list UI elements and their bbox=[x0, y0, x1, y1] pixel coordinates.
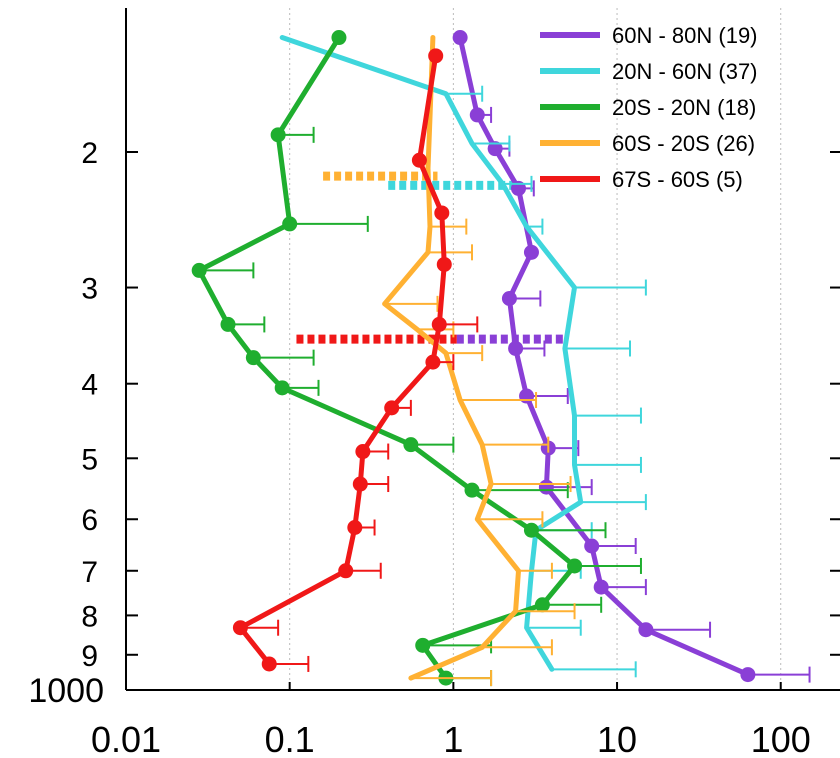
legend-label: 60N - 80N (19) bbox=[612, 23, 758, 48]
y-tick-label: 4 bbox=[81, 369, 98, 402]
data-point bbox=[425, 354, 441, 370]
series-1 bbox=[452, 30, 811, 683]
data-point bbox=[434, 205, 450, 221]
data-point bbox=[501, 290, 517, 306]
data-point bbox=[740, 667, 756, 683]
data-point bbox=[638, 622, 654, 638]
data-point bbox=[270, 127, 286, 143]
data-point bbox=[352, 476, 368, 492]
data-point bbox=[436, 256, 452, 272]
data-point bbox=[232, 620, 248, 636]
legend-label: 60S - 20S (26) bbox=[612, 131, 755, 156]
legend: 60N - 80N (19) 20N - 60N (37) 20S - 20N (1… bbox=[540, 23, 758, 192]
data-point bbox=[464, 482, 480, 498]
series-line bbox=[196, 35, 577, 681]
x-tick-label: 10 bbox=[597, 719, 637, 758]
data-point bbox=[538, 479, 554, 495]
series-line bbox=[382, 35, 521, 681]
y-tick-label: 8 bbox=[81, 600, 98, 633]
data-point bbox=[403, 437, 419, 453]
data-point bbox=[452, 30, 468, 46]
data-point bbox=[584, 538, 600, 554]
series-4 bbox=[382, 35, 576, 687]
data-point bbox=[355, 444, 371, 460]
data-point bbox=[523, 522, 539, 538]
data-point bbox=[274, 380, 290, 396]
x-tick-label: 0.01 bbox=[91, 719, 161, 758]
data-point bbox=[338, 563, 354, 579]
series-3 bbox=[191, 30, 642, 687]
data-point bbox=[534, 597, 550, 613]
data-point bbox=[415, 637, 431, 653]
data-point bbox=[347, 519, 363, 535]
data-point bbox=[567, 558, 583, 574]
data-point bbox=[245, 350, 261, 366]
series-5 bbox=[232, 48, 479, 672]
data-point bbox=[593, 579, 609, 595]
y-tick-label: 6 bbox=[81, 504, 98, 537]
y-tick-label: 5 bbox=[81, 443, 98, 476]
legend-label: 20N - 60N (37) bbox=[612, 59, 758, 84]
x-tick-label: 0.1 bbox=[265, 719, 315, 758]
data-point bbox=[431, 316, 447, 332]
y-tick-label: 2 bbox=[81, 137, 98, 170]
legend-label: 20S - 20N (18) bbox=[612, 95, 756, 120]
data-point bbox=[191, 262, 207, 278]
data-point bbox=[331, 30, 347, 46]
data-point bbox=[469, 107, 485, 123]
legend-label: 67S - 60S (5) bbox=[612, 167, 743, 192]
data-point bbox=[519, 388, 535, 404]
data-point bbox=[220, 316, 236, 332]
series-group bbox=[191, 30, 811, 687]
x-tick-label: 100 bbox=[751, 719, 811, 758]
data-point bbox=[428, 48, 444, 64]
y-tick-label: 9 bbox=[81, 640, 98, 673]
data-point bbox=[487, 141, 503, 157]
data-point bbox=[508, 340, 524, 356]
x-tick-label: 1 bbox=[443, 719, 463, 758]
data-point bbox=[411, 152, 427, 168]
series-line bbox=[279, 35, 584, 672]
data-point bbox=[523, 244, 539, 260]
data-point bbox=[282, 216, 298, 232]
y-tick-label: 1000 bbox=[28, 672, 104, 710]
series-2 bbox=[279, 35, 647, 678]
y-tick-label: 7 bbox=[81, 556, 98, 589]
data-point bbox=[261, 656, 277, 672]
y-tick-label: 3 bbox=[81, 273, 98, 306]
data-point bbox=[384, 400, 400, 416]
